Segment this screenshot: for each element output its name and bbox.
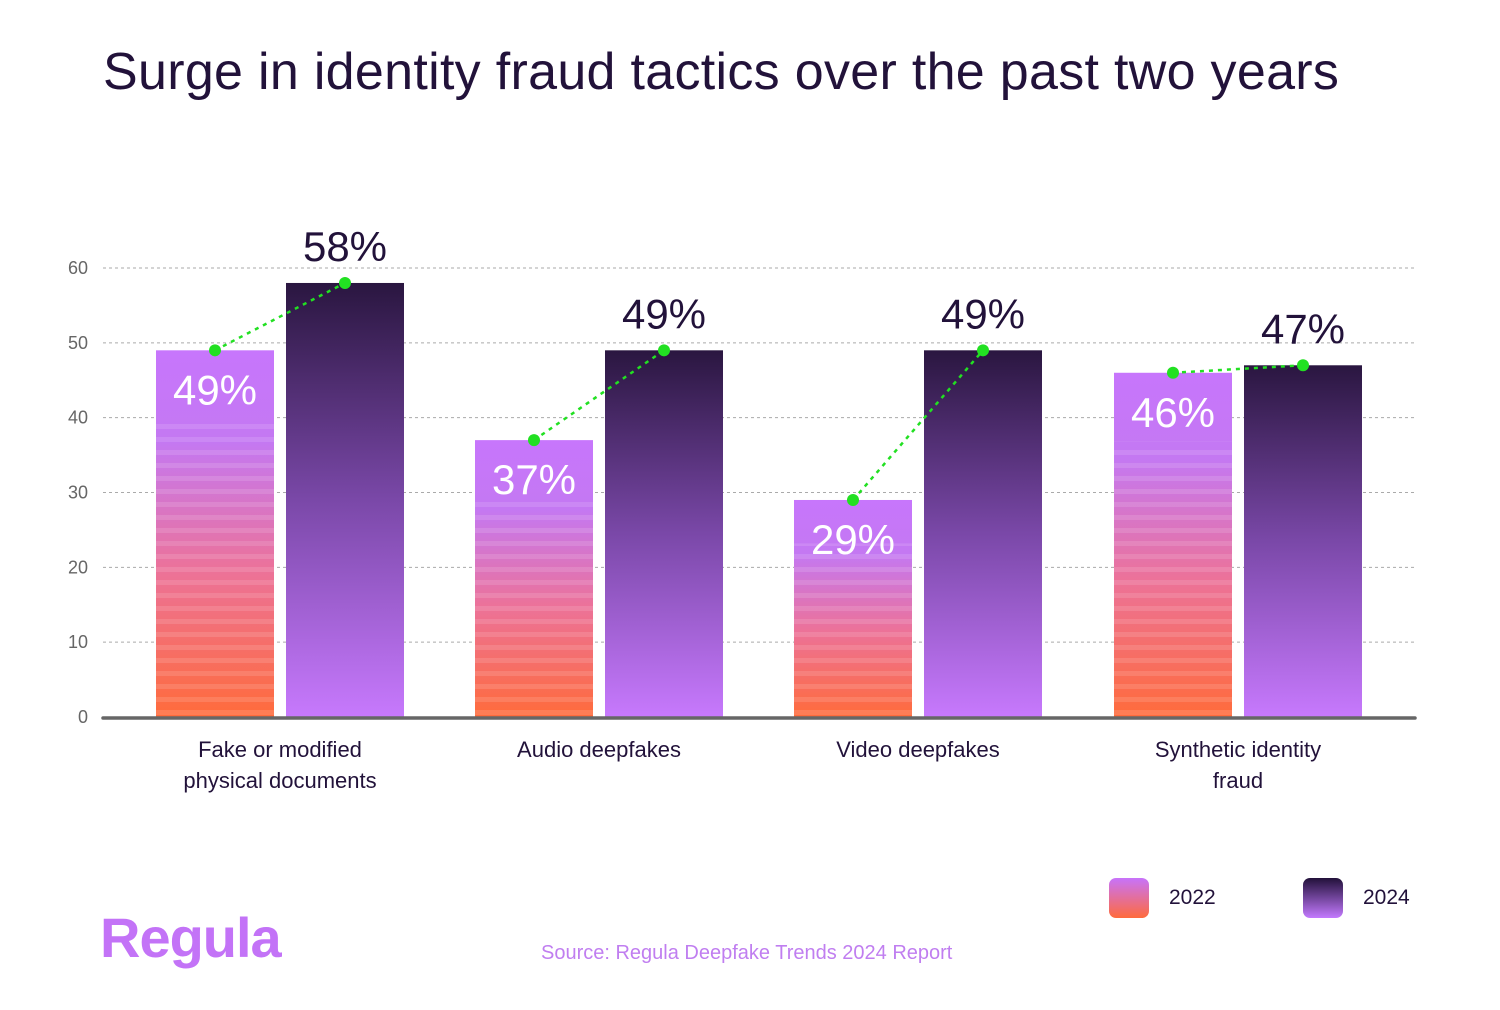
point-2024 — [1297, 359, 1309, 372]
y-tick-label: 20 — [68, 557, 88, 577]
data-label-2022: 46% — [1131, 389, 1215, 436]
point-2024 — [658, 344, 670, 357]
bar-2022-stripes — [794, 543, 912, 717]
x-tick-label: Audio deepfakes — [517, 737, 681, 762]
legend-item-2022: 2022 — [1109, 878, 1216, 918]
bar-2024 — [286, 282, 404, 717]
bar-2024 — [924, 350, 1042, 717]
x-tick-label: Synthetic identity — [1155, 737, 1321, 762]
data-label-2022: 49% — [173, 366, 257, 413]
legend-label-2024: 2024 — [1363, 886, 1410, 909]
x-tick-label: Video deepfakes — [836, 737, 1000, 762]
point-2022 — [528, 434, 540, 447]
point-2022 — [1167, 366, 1179, 379]
y-tick-label: 40 — [68, 408, 88, 428]
chart-title: Surge in identity fraud tactics over the… — [103, 43, 1340, 101]
change-connector — [214, 281, 346, 352]
source-note: Source: Regula Deepfake Trends 2024 Repo… — [541, 942, 953, 964]
data-label-2022: 37% — [492, 456, 576, 503]
change-connector — [1172, 364, 1304, 375]
bar-2022-stripes — [156, 423, 274, 717]
y-tick-label: 0 — [78, 707, 88, 727]
data-label-2024: 47% — [1261, 305, 1345, 352]
point-2022 — [847, 493, 859, 506]
bar-2024 — [605, 350, 723, 717]
data-label-2024: 49% — [622, 290, 706, 337]
point-2024 — [339, 276, 351, 289]
bar-2022-stripes — [475, 495, 593, 717]
change-connector — [852, 349, 984, 501]
x-tick-label: fraud — [1213, 768, 1263, 793]
data-label-2022: 29% — [811, 516, 895, 563]
legend-label-2022: 2022 — [1169, 886, 1216, 909]
bar-2022-stripes — [1114, 441, 1232, 717]
regula-logo: Regula — [100, 906, 282, 969]
y-tick-label: 60 — [68, 258, 88, 278]
y-tick-label: 10 — [68, 632, 88, 652]
bar-2024 — [1244, 365, 1362, 717]
point-2024 — [977, 344, 989, 357]
x-tick-label: Fake or modified — [198, 737, 362, 762]
legend-swatch-2024 — [1303, 878, 1343, 918]
data-label-2024: 49% — [941, 290, 1025, 337]
y-tick-label: 50 — [68, 333, 88, 353]
legend-item-2024: 2024 — [1303, 878, 1410, 918]
legend-swatch-2022 — [1109, 878, 1149, 918]
y-tick-label: 30 — [68, 483, 88, 503]
point-2022 — [209, 344, 221, 357]
data-label-2024: 58% — [303, 223, 387, 270]
x-tick-label: physical documents — [183, 768, 376, 793]
